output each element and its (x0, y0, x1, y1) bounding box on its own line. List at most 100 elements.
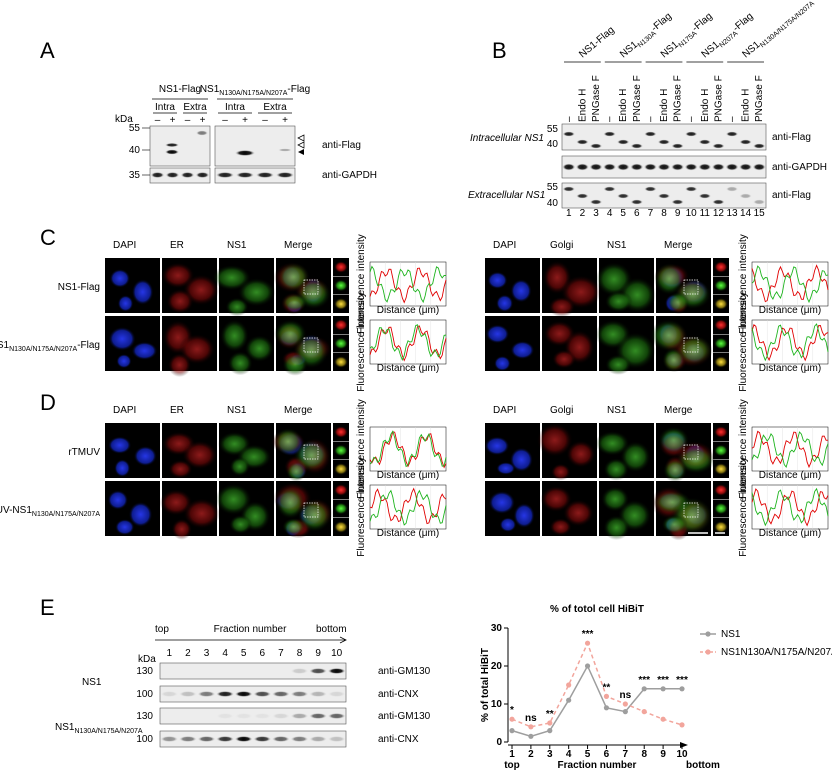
column-label: Golgi (550, 405, 573, 416)
data-point (547, 728, 553, 734)
kda-label: kDa (138, 654, 156, 665)
lane-number: 9 (675, 208, 681, 219)
x-tick-label: 4 (566, 749, 572, 760)
cell-signal (108, 326, 136, 351)
data-point (622, 709, 628, 715)
blot-band (234, 713, 253, 719)
blot (159, 730, 347, 748)
treatment-label: PNGase F (632, 75, 643, 122)
cell-signal (114, 459, 131, 478)
profile-x-label: Distance (μm) (759, 363, 821, 374)
blot-band (165, 143, 179, 147)
profile-x-label: Distance (μm) (759, 305, 821, 316)
row-label: NS1N130A/N175A/N207A (55, 722, 143, 735)
cell-signal (273, 427, 303, 456)
blot-band (671, 143, 684, 149)
fraction-number: 5 (241, 648, 247, 659)
cell-signal (293, 439, 330, 472)
zoom-signal (334, 298, 348, 310)
blot-band (309, 668, 327, 674)
zoom-signal (334, 521, 348, 533)
treatment-label: – (686, 116, 697, 122)
lane-number: 10 (686, 208, 698, 219)
fraction-label: Intra (155, 102, 175, 113)
blot-band (150, 172, 165, 178)
profile-line (751, 488, 829, 527)
profile-plot (751, 261, 829, 307)
blot-band (657, 139, 671, 145)
blot (149, 167, 211, 184)
y-tick-label: 30 (491, 623, 503, 634)
significance-label: *** (582, 629, 594, 640)
treatment-label: Endo H (618, 89, 629, 122)
lane-number: 15 (754, 208, 766, 219)
blot-band (327, 736, 346, 742)
y-axis-label: % of total HiBiT (480, 648, 491, 722)
roi-box (683, 337, 699, 353)
profile-y-label: Fluorescence intensity (738, 457, 749, 557)
blot-band (589, 163, 603, 171)
blot-band (617, 193, 630, 199)
significance-label: ns (525, 713, 537, 724)
treatment-label: – (262, 115, 268, 126)
blot-band (752, 163, 766, 171)
blot-band (630, 143, 643, 149)
row-label: Intracellular NS1 (470, 133, 544, 144)
cell-signal (604, 290, 633, 313)
roi-box (683, 502, 699, 518)
group-label: NS1N130A/N175A/N207A-Flag (740, 0, 832, 62)
cell-signal (485, 324, 510, 344)
marker-label: 55 (547, 182, 559, 193)
zoom-signal (334, 502, 348, 515)
fraction-label: Extra (263, 102, 287, 113)
group-label-base: NS1 (618, 39, 640, 60)
profile-plot (751, 484, 829, 530)
blot-band (725, 163, 739, 171)
blot-band (576, 193, 589, 199)
micrograph (485, 316, 540, 371)
blot (159, 685, 347, 703)
group-label-sub: N130A/N175A/N207A (219, 90, 287, 97)
treatment-label: – (605, 116, 616, 122)
blot-band (180, 172, 195, 178)
lane-number: 7 (648, 208, 654, 219)
profile-line (751, 323, 829, 362)
cell-signal (603, 458, 629, 481)
lane-number: 8 (661, 208, 667, 219)
cell-signal (275, 486, 306, 520)
blot-band (290, 691, 309, 697)
row-label: Extracellular NS1 (468, 190, 545, 201)
blot-band (739, 163, 753, 171)
treatment-label: – (645, 116, 656, 122)
profile-y-label: Fluorescence intensity (738, 234, 749, 334)
group-label: NS1-Flag (159, 84, 201, 95)
blot-band (216, 736, 234, 742)
antibody-label: anti-Flag (772, 190, 811, 201)
group-label-base: NS1 (200, 84, 220, 95)
treatment-label: PNGase F (713, 75, 724, 122)
blot (159, 707, 347, 725)
profile-y-label: Fluorescence intensity (356, 292, 367, 392)
cell-signal (227, 351, 253, 376)
row-label-base: rTMUV-NS1 (0, 505, 32, 516)
significance-label: ** (603, 682, 611, 693)
cell-signal (167, 352, 192, 378)
cell-signal (115, 519, 135, 536)
roi-box (303, 279, 319, 295)
profile-line (369, 430, 447, 468)
lane-number: 1 (566, 208, 572, 219)
blot-band (657, 193, 671, 199)
cell-signal (282, 517, 305, 536)
profile-line (369, 267, 447, 304)
row-label-base: NS1 (55, 722, 75, 733)
antibody-label: anti-CNX (378, 689, 419, 700)
profile-line (369, 489, 447, 526)
profile-x-label: Distance (μm) (377, 363, 439, 374)
lane-number: 11 (700, 208, 711, 219)
cell-signal (662, 347, 685, 373)
blot-band (234, 691, 253, 697)
group-label-sub: N130A/N175A/N207A (759, 0, 816, 49)
x-tick-label: 7 (623, 749, 629, 760)
cell-signal (536, 423, 573, 457)
zoom-signal (714, 426, 728, 438)
